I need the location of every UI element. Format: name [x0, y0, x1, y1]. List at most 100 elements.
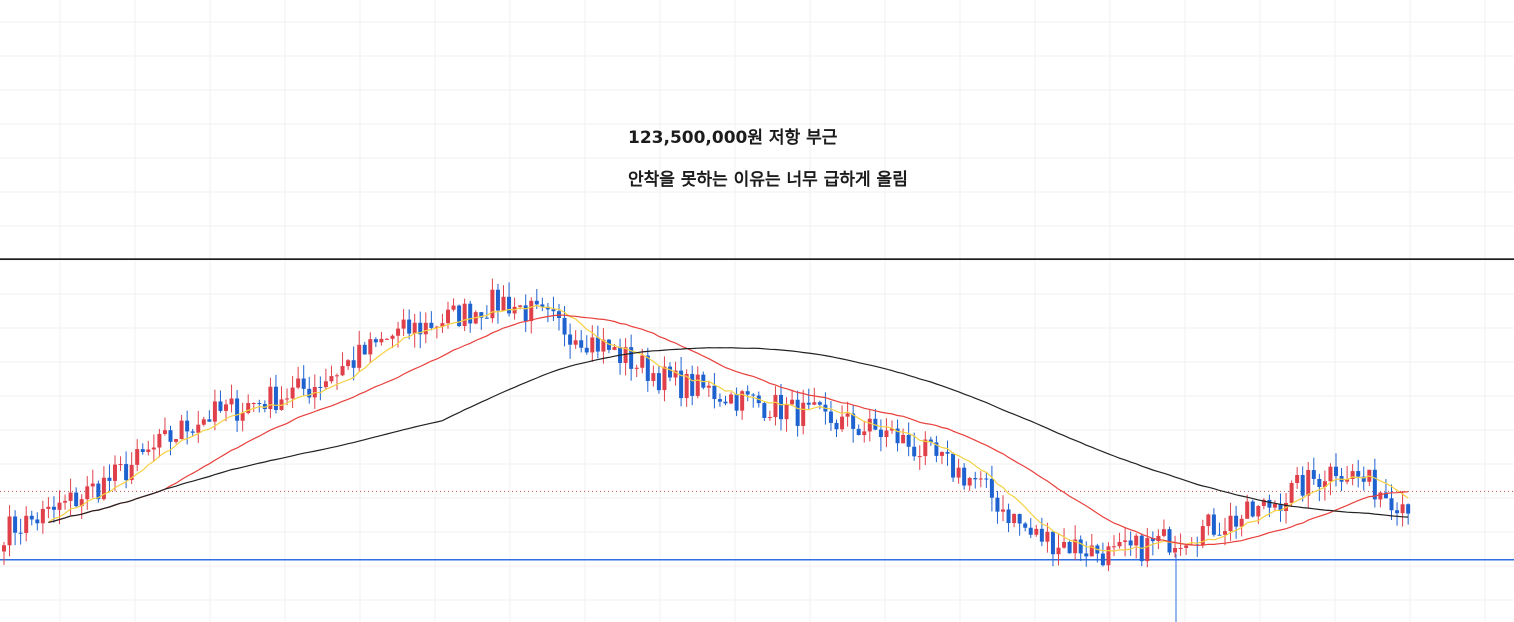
candle	[296, 366, 301, 390]
candle	[501, 285, 506, 311]
candle	[1112, 535, 1116, 557]
candle	[618, 338, 623, 375]
candle-body	[1295, 474, 1300, 484]
candle-body	[51, 506, 56, 510]
candle	[1300, 466, 1305, 502]
candle-body	[357, 344, 362, 368]
candle-body	[235, 398, 240, 421]
candle	[690, 365, 695, 406]
candle-body	[1345, 478, 1350, 482]
candle-body	[817, 402, 822, 405]
candle-body	[662, 366, 667, 391]
annotation-line-2: 안착을 못하는 이유는 너무 급하게 올림	[628, 170, 908, 190]
candle-body	[706, 385, 711, 388]
candle-body	[951, 453, 956, 478]
candle	[828, 401, 833, 431]
candle-body	[1350, 471, 1355, 479]
candle-body	[296, 378, 301, 388]
candle	[518, 304, 523, 310]
candle-body	[562, 317, 567, 335]
candle	[118, 456, 123, 472]
candle-body	[157, 433, 162, 448]
candle	[790, 389, 795, 407]
candle	[1200, 519, 1205, 549]
candle-body	[1211, 514, 1216, 535]
candle-body	[1228, 515, 1233, 532]
candle-body	[989, 478, 994, 498]
candle	[1406, 503, 1411, 525]
candle	[895, 419, 900, 452]
candle-body	[1200, 526, 1205, 546]
candle	[1134, 533, 1139, 559]
candle-body	[46, 506, 51, 509]
candle	[1173, 535, 1178, 558]
candle-body	[534, 300, 539, 305]
candle	[151, 434, 156, 462]
candle-body	[795, 399, 800, 426]
candle-body	[390, 335, 395, 339]
candle-body	[96, 483, 101, 500]
candle-body	[1045, 531, 1050, 542]
candle-body	[40, 508, 45, 524]
candle-body	[545, 306, 550, 310]
candle-body	[323, 381, 328, 388]
candle-body	[107, 477, 112, 481]
candle	[568, 323, 573, 359]
candle	[240, 402, 245, 432]
candle	[57, 490, 62, 525]
candle	[745, 385, 750, 402]
candle	[451, 298, 456, 312]
candle-body	[745, 391, 750, 395]
candle-body	[1322, 481, 1327, 488]
candle-body	[224, 404, 228, 411]
candle-body	[1223, 531, 1227, 535]
candle-body	[113, 464, 117, 481]
candle-body	[63, 500, 68, 503]
candle-body	[1267, 499, 1272, 508]
candle-body	[1067, 542, 1072, 554]
candle-body	[767, 417, 772, 419]
candle-body	[1306, 470, 1311, 496]
candle-body	[1062, 542, 1067, 548]
candle	[190, 428, 195, 436]
candle-body	[2, 545, 6, 552]
candle-body	[540, 304, 545, 307]
candle	[262, 400, 267, 413]
candle	[46, 497, 51, 519]
candle	[290, 376, 295, 409]
candle	[812, 387, 817, 406]
candle	[606, 339, 611, 354]
candle	[767, 410, 772, 421]
candle	[1050, 531, 1055, 567]
candle-body	[101, 477, 106, 500]
candle-body	[645, 355, 650, 381]
candle	[917, 445, 922, 470]
candle-body	[396, 328, 401, 336]
annotation-line-1: 123,500,000원 저항 부근	[628, 128, 838, 148]
candle	[545, 303, 550, 323]
candle	[729, 392, 734, 405]
candle	[523, 294, 528, 333]
candle-body	[1023, 523, 1028, 528]
candle-body	[318, 386, 323, 388]
candle	[146, 440, 151, 456]
candle-body	[712, 385, 717, 400]
candle	[773, 386, 778, 426]
candle-body	[1383, 492, 1388, 499]
candle	[1001, 495, 1005, 522]
candle	[174, 439, 179, 444]
candle	[2, 541, 6, 565]
candle-body	[1256, 505, 1261, 517]
candle	[1012, 513, 1017, 528]
candle	[557, 303, 561, 331]
candle	[1078, 535, 1083, 562]
candle-body	[1406, 504, 1411, 514]
candle	[390, 334, 395, 348]
candle	[579, 329, 584, 353]
candle	[1234, 505, 1239, 539]
candle-body	[856, 428, 861, 436]
candle-body	[1395, 510, 1400, 514]
candle-body	[457, 305, 462, 327]
candle	[312, 374, 317, 409]
candle	[373, 337, 378, 348]
